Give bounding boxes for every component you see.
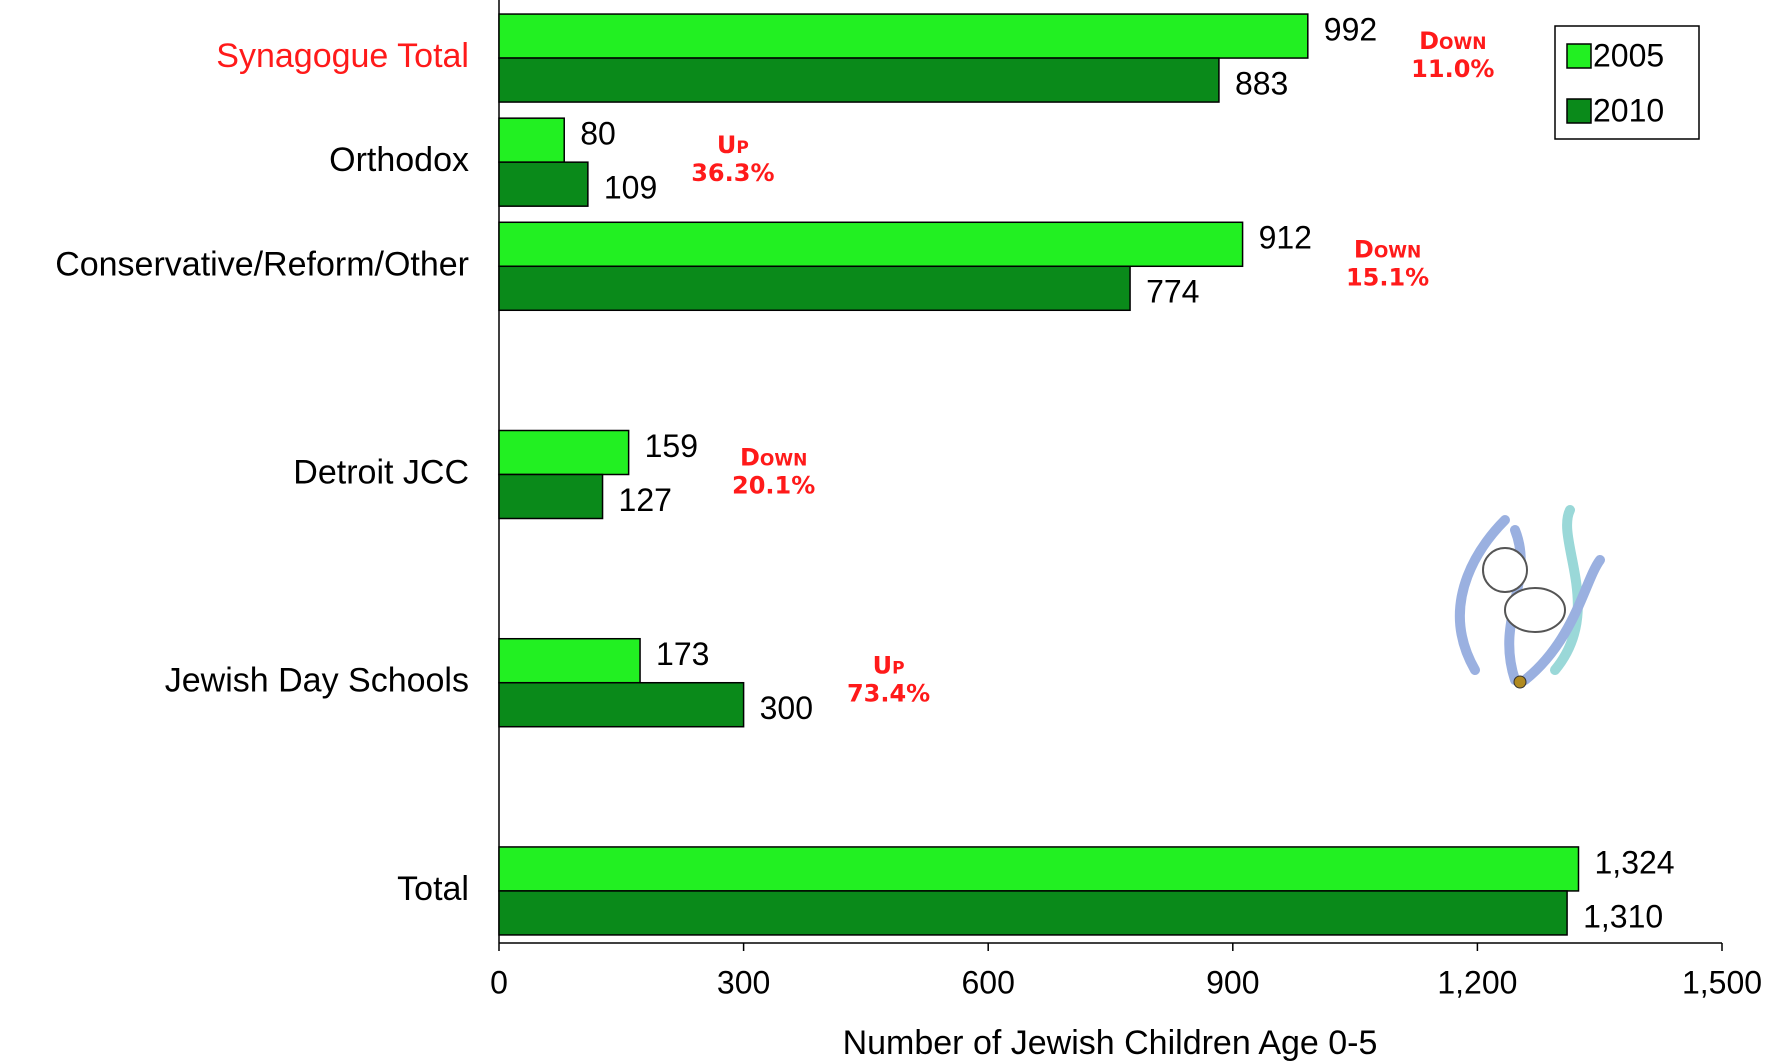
legend-label: 2005 — [1593, 37, 1664, 73]
value-label: 80 — [580, 116, 616, 152]
bar — [498, 890, 1568, 936]
x-tick-label: 1,200 — [1437, 964, 1517, 1000]
x-tick-label: 900 — [1206, 964, 1259, 1000]
bar — [498, 429, 630, 476]
x-tick-label: 1,500 — [1682, 964, 1762, 1000]
value-label: 300 — [760, 690, 813, 726]
value-label: 173 — [656, 636, 709, 672]
value-label: 159 — [645, 428, 698, 464]
value-label: 1,310 — [1583, 898, 1663, 934]
bar — [498, 265, 1131, 312]
category-label: Synagogue Total — [216, 37, 469, 75]
change-percent: 15.1% — [1346, 263, 1429, 291]
change-percent: 11.0% — [1411, 55, 1494, 83]
bar — [498, 637, 641, 684]
value-label: 992 — [1324, 12, 1377, 48]
value-label: 127 — [619, 482, 672, 518]
category-label: Total — [397, 870, 469, 908]
change-direction: Down — [1419, 27, 1486, 55]
value-label: 1,324 — [1595, 844, 1675, 880]
decoration-leaf — [1454, 515, 1510, 675]
x-axis-label: Number of Jewish Children Age 0-5 — [843, 1024, 1378, 1061]
bar — [498, 117, 565, 163]
category-label: Conservative/Reform/Other — [55, 245, 469, 283]
x-tick-label: 0 — [490, 964, 508, 1000]
decoration-leaf — [1550, 505, 1583, 675]
change-direction: Up — [873, 652, 905, 680]
change-percent: 36.3% — [691, 159, 774, 187]
decoration-base — [1513, 675, 1527, 689]
change-direction: Down — [1354, 235, 1421, 263]
bar — [498, 681, 745, 728]
decoration — [1454, 505, 1605, 689]
bar — [498, 13, 1309, 59]
category-label: Jewish Day Schools — [165, 662, 469, 700]
category-label: Detroit JCC — [293, 453, 469, 491]
legend-label: 2010 — [1593, 92, 1664, 128]
value-label: 109 — [604, 170, 657, 206]
bar — [498, 846, 1580, 892]
decoration-head — [1482, 547, 1528, 593]
bar — [498, 161, 589, 207]
x-tick-label: 300 — [717, 964, 770, 1000]
change-direction: Down — [740, 444, 807, 472]
value-label: 774 — [1146, 274, 1199, 310]
value-label: 912 — [1259, 220, 1312, 256]
change-percent: 20.1% — [732, 472, 815, 500]
category-label: Orthodox — [329, 141, 469, 179]
decoration-leaf — [1520, 555, 1605, 685]
value-label: 883 — [1235, 66, 1288, 102]
legend-swatch — [1566, 43, 1592, 69]
bar — [498, 57, 1220, 103]
bar — [498, 473, 604, 520]
decoration-body — [1504, 587, 1566, 633]
change-direction: Up — [717, 131, 749, 159]
bar — [498, 221, 1244, 268]
legend-swatch — [1566, 98, 1592, 124]
change-percent: 73.4% — [847, 680, 930, 708]
x-tick-label: 600 — [962, 964, 1015, 1000]
